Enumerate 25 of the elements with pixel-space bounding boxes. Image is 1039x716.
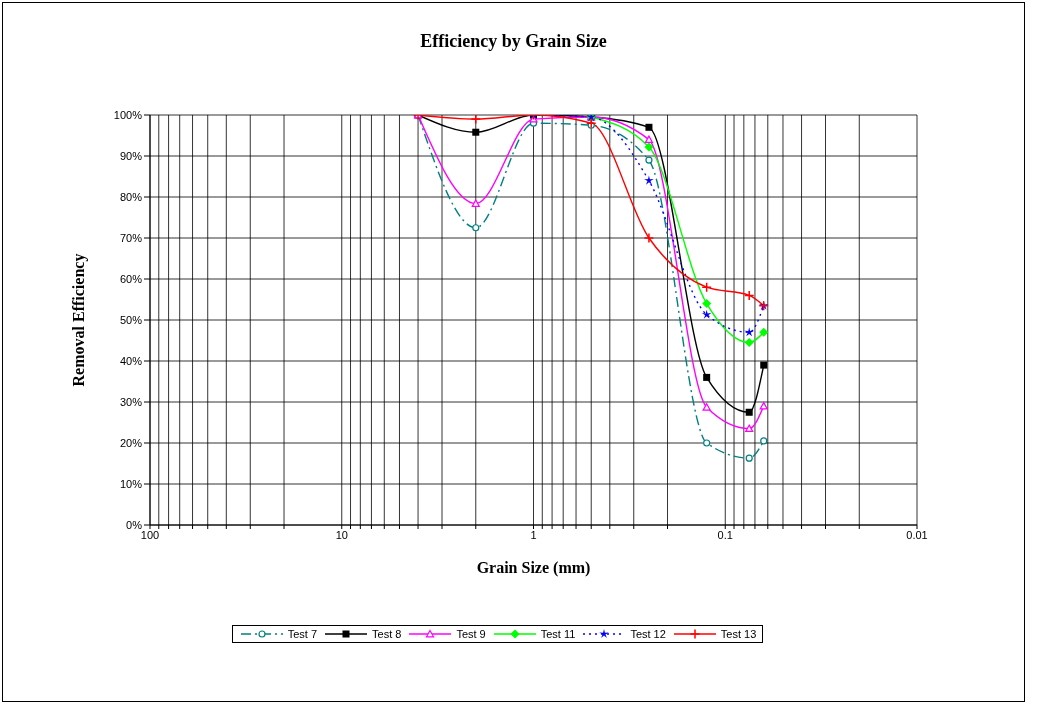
chart-title: Efficiency by Grain Size — [419, 31, 608, 52]
y-tick-label: 90% — [119, 149, 143, 162]
y-tick-label: 30% — [119, 395, 143, 408]
x-axis-title: Grain Size (mm) — [476, 559, 591, 577]
y-tick-label: 100% — [113, 108, 143, 121]
legend-label: Test 12 — [630, 628, 666, 640]
x-tick-label: 0.1 — [717, 528, 733, 541]
y-tick-label: 40% — [119, 354, 143, 367]
legend-label: Test 8 — [372, 628, 402, 640]
y-tick-label: 60% — [119, 272, 143, 285]
x-tick-label: 0.01 — [906, 528, 928, 541]
legend-label: Test 11 — [540, 628, 576, 640]
legend-label: Test 13 — [720, 628, 757, 640]
y-tick-label: 70% — [119, 231, 143, 244]
x-tick-label: 100 — [140, 528, 160, 541]
legend-label: Test 7 — [287, 628, 318, 640]
y-tick-label: 20% — [119, 436, 143, 449]
legend-label: Test 9 — [456, 628, 486, 640]
x-tick-label: 1 — [530, 528, 537, 541]
y-tick-label: 0% — [126, 518, 143, 531]
y-tick-label: 10% — [119, 477, 143, 490]
y-tick-label: 50% — [119, 313, 143, 326]
y-tick-label: 80% — [119, 190, 143, 203]
y-axis-title: Removal Efficiency — [69, 253, 88, 387]
x-tick-label: 10 — [335, 528, 348, 541]
